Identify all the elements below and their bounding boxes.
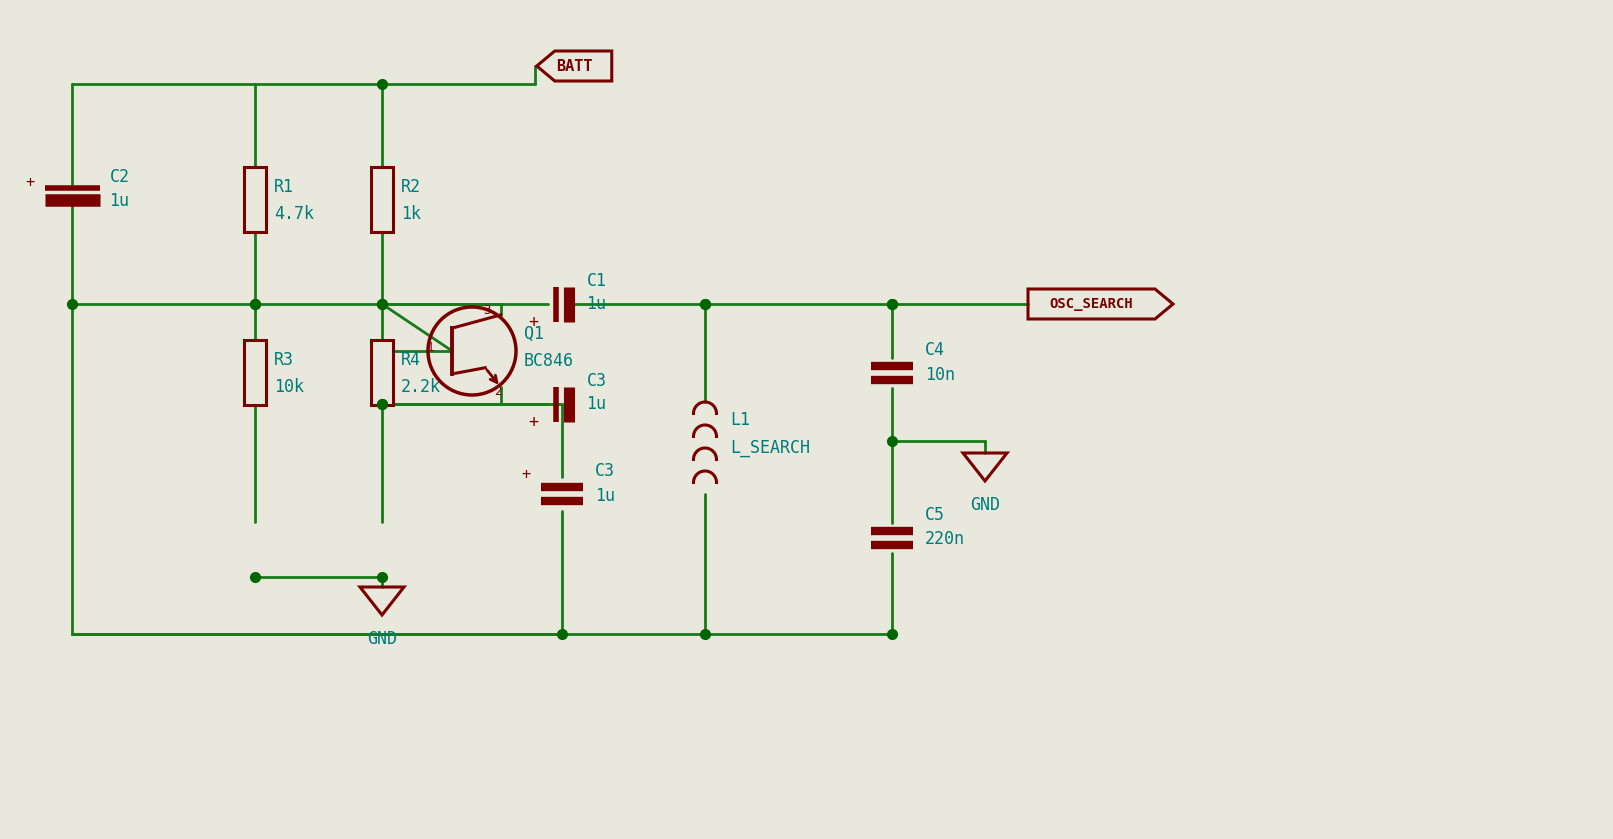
Text: 10k: 10k	[274, 378, 303, 396]
Text: +: +	[521, 466, 531, 482]
Text: +: +	[529, 413, 539, 431]
Text: C2: C2	[110, 168, 129, 186]
Text: 1u: 1u	[587, 295, 606, 313]
Bar	[371, 166, 394, 232]
Text: 2: 2	[494, 385, 502, 399]
Text: C4: C4	[924, 341, 945, 358]
Text: L_SEARCH: L_SEARCH	[731, 439, 810, 457]
Text: L1: L1	[731, 411, 750, 429]
Text: 2.2k: 2.2k	[402, 378, 440, 396]
Text: R1: R1	[274, 178, 294, 196]
Text: +: +	[24, 175, 34, 190]
Text: 4.7k: 4.7k	[274, 205, 315, 223]
Bar	[371, 340, 394, 404]
Text: 220n: 220n	[924, 530, 965, 549]
Text: 1u: 1u	[595, 487, 615, 505]
Text: C3: C3	[587, 372, 606, 390]
Text: GND: GND	[368, 630, 397, 648]
Text: 3: 3	[482, 304, 490, 316]
Text: Q1: Q1	[524, 325, 544, 343]
Text: R3: R3	[274, 351, 294, 369]
Text: C1: C1	[587, 272, 606, 290]
Text: 1u: 1u	[587, 395, 606, 413]
Text: BC846: BC846	[524, 352, 574, 370]
Text: R4: R4	[402, 351, 421, 369]
Text: C5: C5	[924, 506, 945, 524]
Text: OSC_SEARCH: OSC_SEARCH	[1050, 297, 1134, 311]
Text: GND: GND	[969, 496, 1000, 514]
Text: C3: C3	[595, 462, 615, 480]
Text: 1k: 1k	[402, 205, 421, 223]
Bar	[244, 340, 266, 404]
Text: BATT: BATT	[556, 59, 592, 74]
Text: R2: R2	[402, 178, 421, 196]
Text: 10n: 10n	[924, 366, 955, 383]
Text: 1: 1	[427, 341, 434, 353]
Text: 1u: 1u	[110, 192, 129, 210]
Text: +: +	[529, 313, 539, 331]
Bar	[244, 166, 266, 232]
